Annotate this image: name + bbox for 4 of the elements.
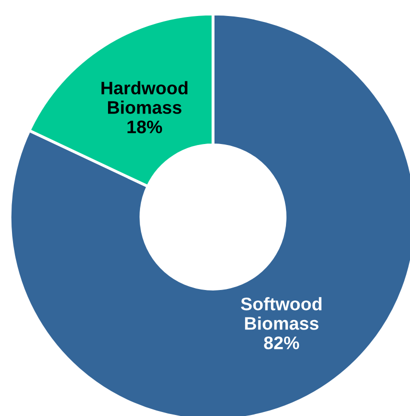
- data-label: 18%: [128, 120, 162, 134]
- slice-label: Hardwood Biomass: [102, 81, 188, 114]
- slice-label: Softwood Biomass: [240, 297, 322, 330]
- data-label: 82%: [264, 336, 300, 350]
